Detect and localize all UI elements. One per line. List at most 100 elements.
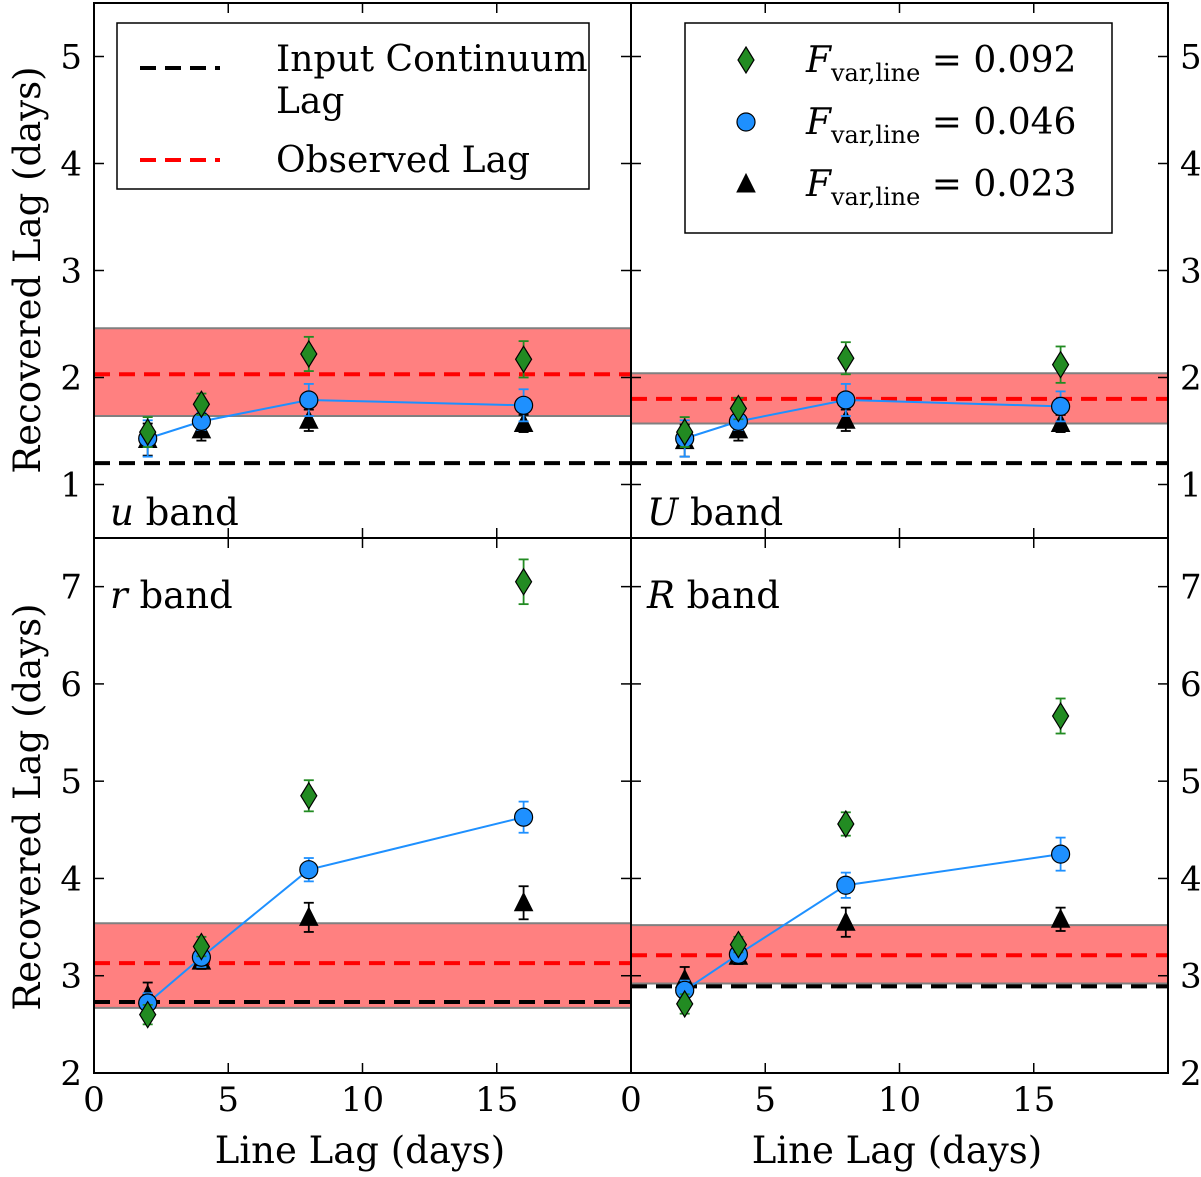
y-tick-label: 1 — [60, 466, 82, 506]
point-diamond — [192, 932, 211, 961]
point-diamond — [514, 345, 533, 374]
band-label: U band — [647, 491, 783, 534]
point-triangle — [513, 891, 534, 912]
point-circle — [299, 390, 319, 410]
band-label-word: band — [134, 491, 239, 534]
y-tick-label: 3 — [60, 957, 82, 997]
y-tick-label: 2 — [60, 359, 82, 399]
panel-r-band: 2 3 4 5 6 7 0 5 10 15 r band — [60, 537, 632, 1120]
legend-marker-circle-icon — [736, 112, 756, 132]
band-label-letter: u — [110, 491, 134, 534]
legend-row-circle: Fvar,line = 0.046 — [736, 102, 1076, 149]
legend-markers: Fvar,line = 0.092 Fvar,line = 0.046 Fvar,l… — [684, 22, 1113, 234]
panel-R-band: 2 3 4 5 6 7 0 5 10 15 R band — [620, 537, 1201, 1120]
point-diamond — [837, 809, 855, 839]
observed-lag-band — [94, 328, 631, 417]
band-label-letter: r — [110, 574, 130, 617]
x-tick-label: 5 — [754, 1080, 776, 1120]
y-tick-label: 5 — [60, 38, 82, 78]
point-circle — [1050, 844, 1071, 864]
point-triangle — [1050, 412, 1071, 433]
x-axis-label-right: Line Lag (days) — [752, 1129, 1042, 1172]
series-circle-connector — [684, 398, 1061, 440]
point-circle — [299, 860, 319, 880]
x-tick-label: 15 — [1012, 1080, 1055, 1120]
legend-label-continuum-line2: Lag — [276, 81, 344, 122]
x-tick-label: 5 — [217, 1080, 239, 1120]
point-circle — [836, 390, 856, 410]
legend-marker-diamond-icon — [737, 45, 755, 75]
legend-box-right — [684, 22, 1113, 234]
point-diamond — [837, 344, 855, 373]
panels-layer: 1 2 3 4 5 u band 1 2 3 4 5 U band 2 3 4 5 6 7 0 5 10 15 r band… — [60, 2, 1201, 1120]
point-diamond — [1051, 350, 1070, 379]
series-circle-connector — [147, 398, 524, 440]
point-diamond — [729, 930, 748, 959]
y-tick-label: 5 — [60, 762, 82, 802]
point-diamond — [192, 390, 211, 419]
point-diamond — [138, 417, 157, 447]
x-tick-label: 15 — [475, 1080, 518, 1120]
point-diamond — [138, 1000, 157, 1029]
y-tick-label: 6 — [60, 665, 82, 705]
legend-label-triangle: Fvar,line = 0.023 — [805, 164, 1076, 211]
y-axis-label-bottom: Recovered Lag (days) — [6, 603, 49, 1010]
y-tick-label: 1 — [1180, 466, 1201, 506]
panel-frame — [630, 537, 1169, 1074]
band-label: u band — [110, 491, 239, 534]
band-label-word: band — [678, 491, 783, 534]
point-diamond — [675, 989, 694, 1019]
point-triangle — [1050, 908, 1071, 928]
band-label-letter: R — [646, 574, 675, 617]
x-tick-label: 0 — [83, 1080, 105, 1120]
y-tick-label: 4 — [1180, 145, 1201, 185]
y-tick-label: 2 — [1180, 359, 1201, 399]
panel-U-band: 1 2 3 4 5 U band — [630, 2, 1201, 539]
observed-lag-band — [94, 923, 631, 1008]
y-tick-label: 4 — [60, 145, 82, 185]
y-tick-label: 4 — [60, 859, 82, 899]
band-label-word: band — [675, 574, 780, 617]
point-diamond — [729, 394, 748, 423]
y-axis-label-top: Recovered Lag (days) — [6, 66, 49, 473]
point-triangle — [513, 412, 534, 433]
y-tick-label: 6 — [1180, 665, 1201, 705]
point-circle — [513, 807, 534, 827]
y-tick-label: 3 — [60, 252, 82, 292]
legend-label-continuum-line1: Input Continuum — [276, 39, 588, 80]
point-triangle — [835, 911, 856, 931]
point-diamond — [1051, 701, 1070, 731]
y-tick-label: 7 — [60, 568, 82, 608]
band-label: R band — [646, 574, 780, 617]
point-triangle — [835, 409, 856, 429]
point-diamond — [675, 417, 694, 447]
legend-label-observed: Observed Lag — [276, 140, 530, 181]
y-tick-label: 5 — [1180, 38, 1201, 78]
legend-label-diamond: Fvar,line = 0.092 — [805, 40, 1076, 87]
series-circle-connector — [684, 853, 1061, 992]
y-tick-label: 3 — [1180, 957, 1201, 997]
point-circle — [836, 875, 856, 895]
legend-row-diamond: Fvar,line = 0.092 — [737, 40, 1076, 87]
x-tick-label: 10 — [341, 1080, 384, 1120]
y-tick-label: 4 — [1180, 859, 1201, 899]
point-diamond — [514, 567, 533, 596]
x-axis-label-left: Line Lag (days) — [215, 1129, 505, 1172]
y-tick-label: 7 — [1180, 568, 1201, 608]
band-label-letter: U — [647, 491, 680, 534]
y-tick-label: 5 — [1180, 762, 1201, 802]
legend-label-circle: Fvar,line = 0.046 — [805, 102, 1076, 149]
band-label-word: band — [128, 574, 233, 617]
point-diamond — [300, 339, 318, 369]
y-tick-label: 2 — [1180, 1054, 1201, 1094]
point-triangle — [298, 409, 319, 429]
series-circle-connector — [147, 816, 524, 1004]
legend-line-styles: Input Continuum Lag Observed Lag — [116, 22, 590, 190]
x-tick-label: 0 — [620, 1080, 642, 1120]
y-tick-label: 2 — [60, 1054, 82, 1094]
legend-marker-triangle-icon — [736, 172, 756, 193]
band-label: r band — [110, 574, 233, 617]
x-tick-label: 10 — [878, 1080, 921, 1120]
point-diamond — [300, 781, 318, 810]
